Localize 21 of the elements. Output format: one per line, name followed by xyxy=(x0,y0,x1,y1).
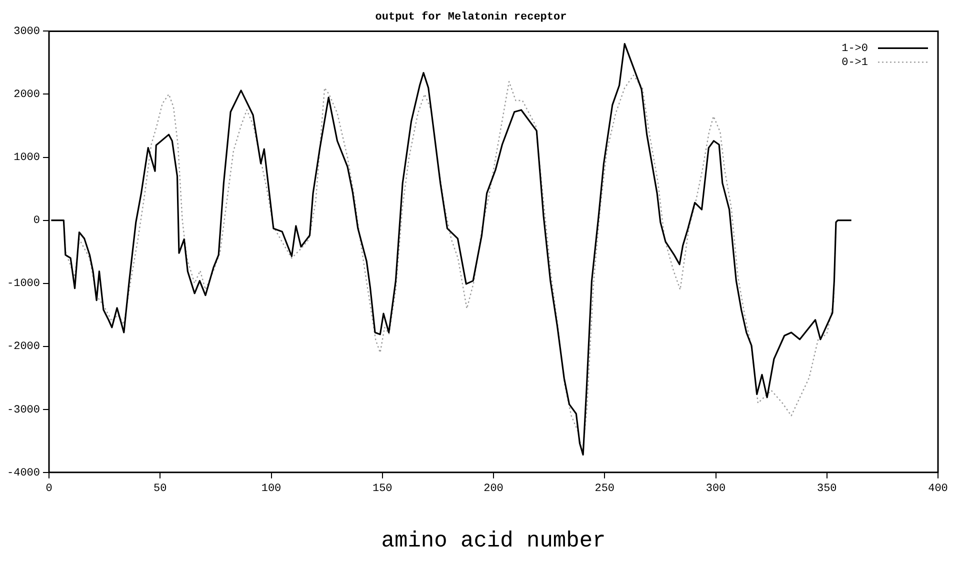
x-tick-label: 250 xyxy=(594,482,615,495)
x-tick-label: 100 xyxy=(261,482,282,495)
y-tick-label: 2000 xyxy=(14,89,40,102)
legend-label: 0->1 xyxy=(842,57,868,70)
x-tick-label: 50 xyxy=(154,482,167,495)
x-axis-title: amino acid number xyxy=(381,528,606,554)
y-tick-label: -2000 xyxy=(6,341,40,354)
x-tick-label: 200 xyxy=(484,482,504,495)
y-tick-label: -3000 xyxy=(6,404,40,416)
x-tick-label: 0 xyxy=(46,482,52,495)
x-tick-label: 350 xyxy=(816,482,837,495)
x-tick-label: 150 xyxy=(372,482,392,495)
y-tick-label: -1000 xyxy=(6,278,40,290)
chart-title: output for Melatonin receptor xyxy=(375,10,567,24)
y-tick-label: -4000 xyxy=(6,467,40,480)
y-tick-label: 0 xyxy=(33,215,40,228)
y-tick-label: 3000 xyxy=(14,26,40,38)
x-tick-label: 300 xyxy=(706,482,726,495)
y-tick-label: 1000 xyxy=(14,152,40,164)
x-tick-label: 400 xyxy=(928,482,948,495)
legend-label: 1->0 xyxy=(842,43,868,56)
